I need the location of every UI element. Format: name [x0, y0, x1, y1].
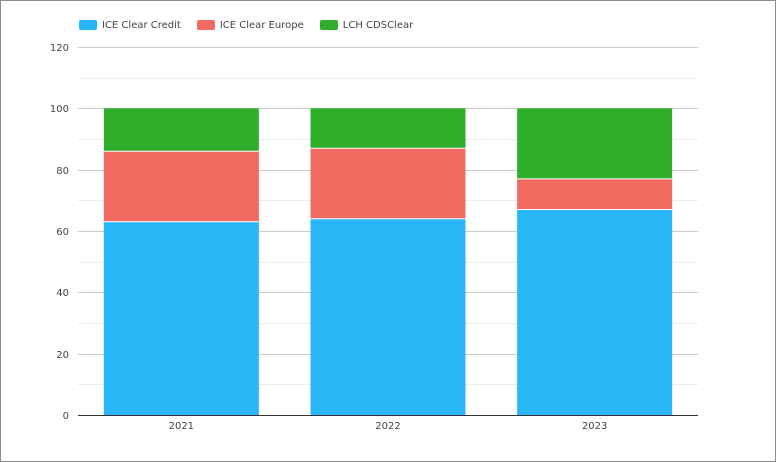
- x-tick-label: 2022: [375, 421, 400, 432]
- bar-lch-cdsclear-2023[interactable]: [517, 108, 673, 179]
- y-tick-label: 80: [56, 166, 69, 177]
- legend-label-lch-cdsclear: LCH CDSClear: [342, 19, 414, 31]
- bar-ice-clear-credit-2023[interactable]: [517, 209, 673, 415]
- legend-label-ice-clear-credit: ICE Clear Credit: [102, 19, 181, 31]
- y-tick-label: 20: [56, 350, 69, 361]
- bar-lch-cdsclear-2021[interactable]: [103, 108, 259, 152]
- chart-legend: ICE Clear Credit ICE Clear Europe LCH CD…: [79, 18, 413, 32]
- y-tick-label: 60: [56, 227, 69, 238]
- y-tick-label: 100: [50, 104, 69, 115]
- legend-swatch-lch-cdsclear: [319, 20, 338, 30]
- bar-ice-clear-credit-2021[interactable]: [103, 221, 259, 415]
- legend-swatch-ice-clear-europe: [196, 20, 215, 30]
- legend-item-lch-cdsclear[interactable]: LCH CDSClear: [319, 19, 414, 31]
- bar-ice-clear-europe-2023[interactable]: [517, 178, 673, 210]
- bar-ice-clear-europe-2022[interactable]: [310, 148, 466, 219]
- bar-ice-clear-credit-2022[interactable]: [310, 218, 466, 415]
- y-tick-label: 0: [63, 411, 69, 422]
- x-tick-label: 2023: [582, 421, 607, 432]
- legend-label-ice-clear-europe: ICE Clear Europe: [219, 19, 304, 31]
- legend-item-ice-clear-europe[interactable]: ICE Clear Europe: [196, 19, 304, 31]
- legend-swatch-ice-clear-credit: [79, 20, 97, 30]
- y-tick-label: 120: [50, 43, 69, 54]
- x-tick-label: 2021: [169, 421, 194, 432]
- legend-item-ice-clear-credit[interactable]: ICE Clear Credit: [79, 20, 181, 31]
- y-tick-label: 40: [56, 288, 69, 299]
- bar-lch-cdsclear-2022[interactable]: [310, 108, 466, 149]
- bar-ice-clear-europe-2021[interactable]: [103, 151, 259, 222]
